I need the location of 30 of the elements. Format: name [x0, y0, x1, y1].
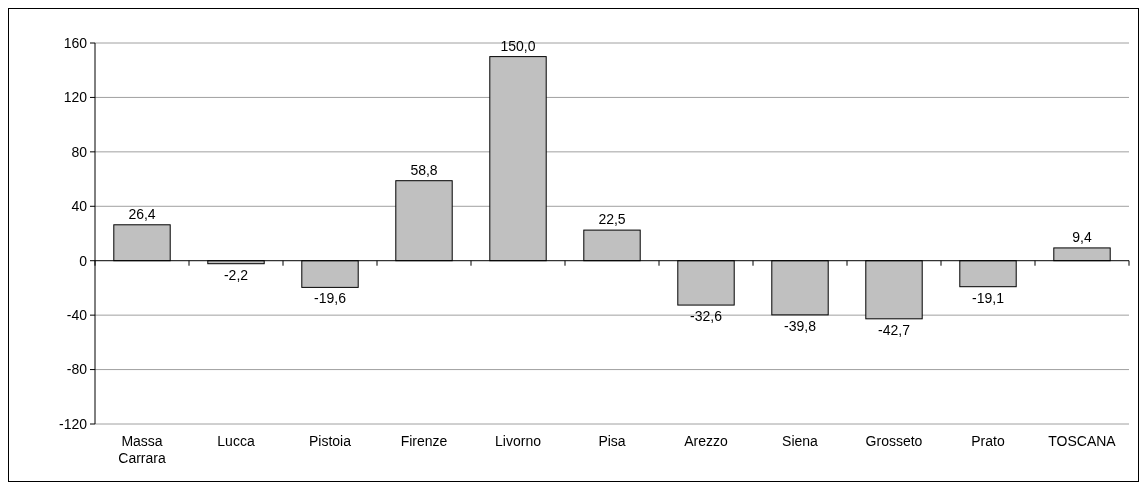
data-label: 26,4 [128, 205, 156, 222]
x-tick-label: Pisa [598, 433, 626, 449]
x-tick-label: Siena [782, 433, 819, 449]
x-tick-label: Livorno [495, 433, 542, 449]
y-tick-label: 160 [63, 34, 88, 51]
x-tick-label: Grosseto [865, 433, 923, 449]
x-tick-label: Pistoia [308, 433, 352, 449]
x-tick-label: Arezzo [684, 433, 728, 449]
y-tick-label: 0 [79, 252, 88, 269]
x-tick-label: Firenze [400, 433, 448, 449]
x-tick-label: Prato [971, 433, 1005, 449]
y-tick-label: 80 [71, 143, 88, 160]
data-label: -19,6 [314, 290, 347, 307]
data-label: -32,6 [690, 308, 723, 325]
x-tick-label: Lucca [217, 433, 255, 449]
y-tick-label: -120 [58, 415, 88, 432]
data-label: -2,2 [223, 266, 249, 283]
y-tick-label: -40 [66, 307, 88, 324]
data-label: -39,8 [784, 317, 817, 334]
data-label: 9,4 [1072, 228, 1092, 245]
data-label: 58,8 [410, 161, 438, 178]
x-tick-label: TOSCANA [1048, 433, 1117, 449]
y-tick-label: -80 [66, 361, 88, 378]
x-tick-label: Massa Carrara [118, 433, 166, 466]
data-label: -42,7 [878, 321, 911, 338]
y-tick-label: 40 [71, 198, 88, 215]
y-tick-label: 120 [63, 89, 88, 106]
data-label: 150,0 [500, 37, 536, 54]
data-label: 22,5 [598, 211, 626, 228]
data-label: -19,1 [972, 289, 1005, 306]
